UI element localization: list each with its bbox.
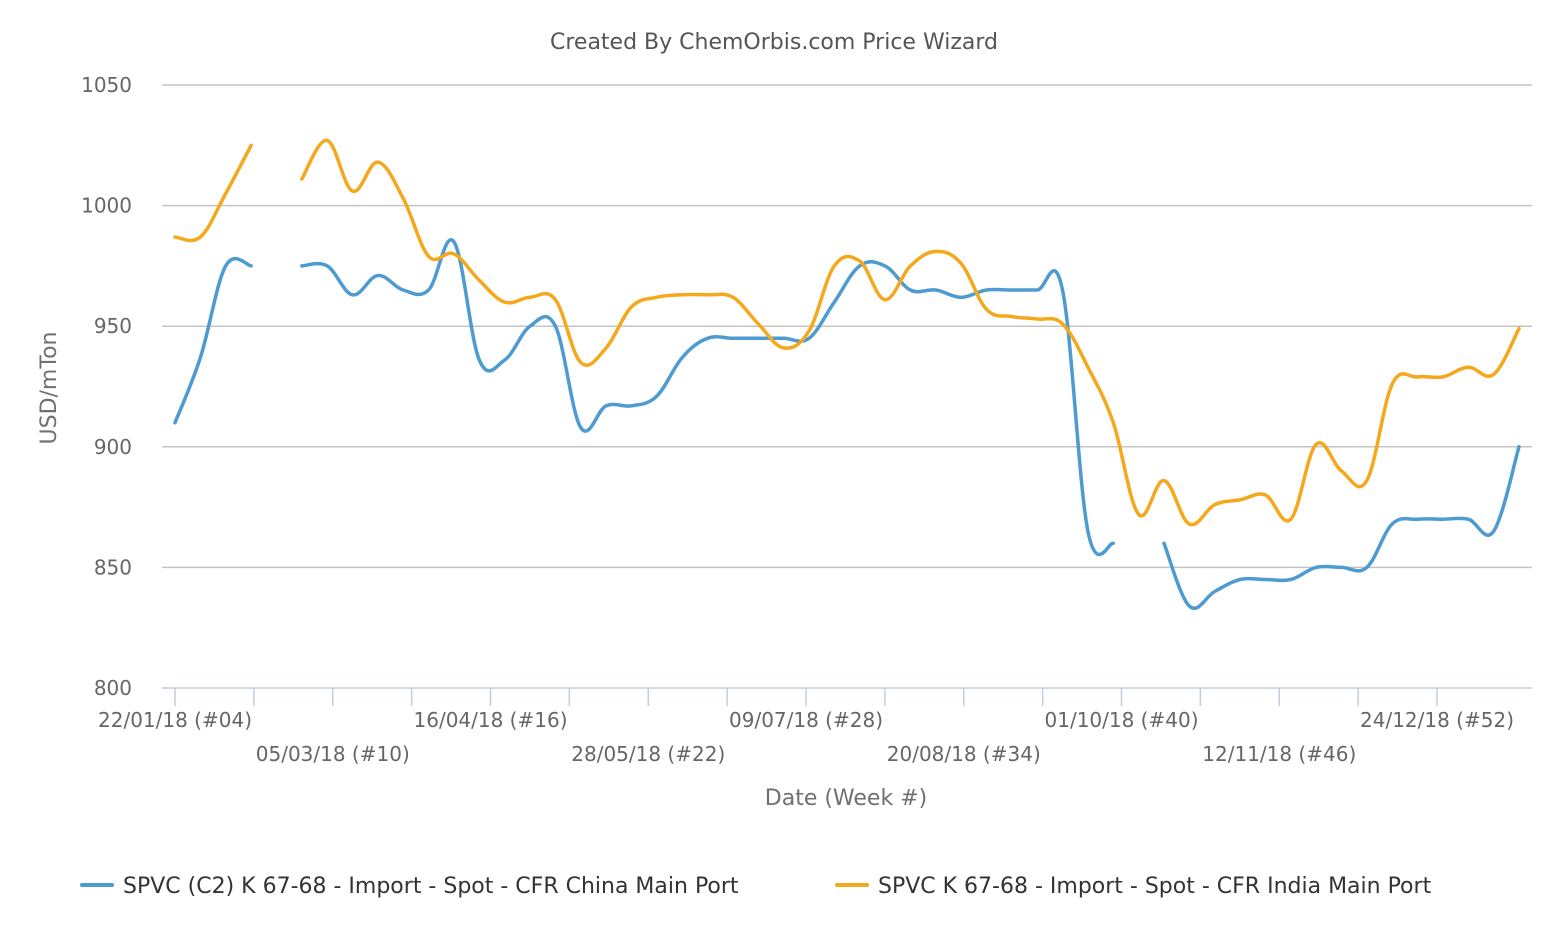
y-tick-label-1000: 1000 [81, 194, 132, 218]
series-china[interactable] [173, 238, 1521, 610]
series-line-segment [300, 138, 1521, 527]
x-tick-label: 24/12/18 (#52) [1360, 708, 1514, 732]
y-tick-label-1050: 1050 [81, 73, 132, 97]
x-tick-label: 01/10/18 (#40) [1045, 708, 1199, 732]
series-line-segment [1162, 445, 1521, 610]
y-axis-title: USD/mTon [37, 332, 62, 445]
x-tick-label: 12/11/18 (#46) [1202, 742, 1356, 766]
y-axis-tick-labels: 800 850 900 950 1000 1050 [81, 73, 132, 700]
series-line-segment [173, 256, 253, 425]
legend: SPVC (C2) K 67-68 - Import - Spot - CFR … [80, 874, 1432, 899]
series-line-segment [173, 143, 253, 243]
chart-title: Created By ChemOrbis.com Price Wizard [550, 30, 998, 55]
x-tick-label: 05/03/18 (#10) [256, 742, 410, 766]
series-india[interactable] [173, 138, 1521, 527]
legend-label-china: SPVC (C2) K 67-68 - Import - Spot - CFR … [123, 874, 739, 899]
x-tick-label: 16/04/18 (#16) [414, 708, 568, 732]
y-tick-label-950: 950 [94, 314, 132, 338]
x-tick-label: 20/08/18 (#34) [887, 742, 1041, 766]
legend-item-india[interactable]: SPVC K 67-68 - Import - Spot - CFR India… [835, 874, 1432, 899]
y-tick-label-900: 900 [94, 435, 132, 459]
series-lines [173, 138, 1521, 610]
x-axis-ticks: 22/01/18 (#04)05/03/18 (#10)16/04/18 (#1… [98, 688, 1514, 766]
x-tick-label: 28/05/18 (#22) [571, 742, 725, 766]
series-line-segment [300, 238, 1116, 557]
legend-item-china[interactable]: SPVC (C2) K 67-68 - Import - Spot - CFR … [80, 874, 739, 899]
x-axis-title: Date (Week #) [765, 786, 927, 811]
y-tick-label-800: 800 [94, 676, 132, 700]
y-tick-label-850: 850 [94, 555, 132, 579]
x-tick-label: 09/07/18 (#28) [729, 708, 883, 732]
gridlines [162, 84, 1532, 569]
x-tick-label: 22/01/18 (#04) [98, 708, 252, 732]
legend-label-india: SPVC K 67-68 - Import - Spot - CFR India… [878, 874, 1432, 899]
